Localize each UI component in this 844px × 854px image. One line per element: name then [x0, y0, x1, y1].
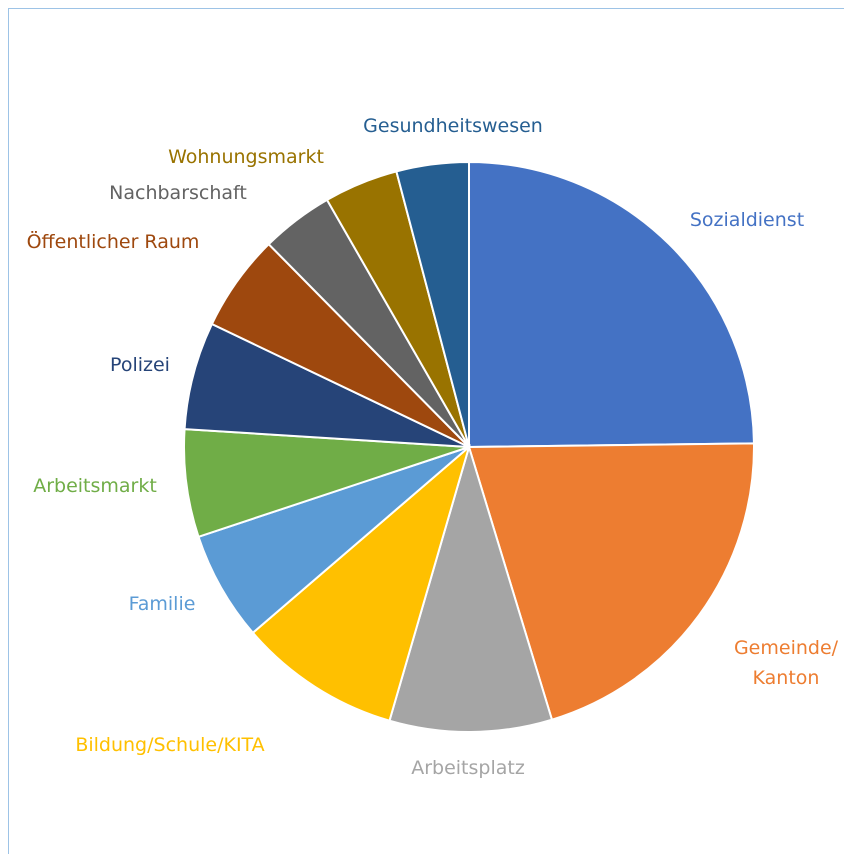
pie-slice: [468, 160, 755, 449]
pie-slice: [251, 444, 471, 722]
slice-label: Öffentlicher Raum: [26, 231, 200, 253]
frame: [8, 8, 844, 854]
pie-slice: [395, 160, 470, 448]
slice-label: Bildung/Schule/KITA: [75, 734, 265, 756]
slice-label: Arbeitsplatz: [411, 757, 525, 779]
slice-label: Gesundheitswesen: [363, 115, 543, 137]
slice-label: Wohnungsmarkt: [168, 146, 324, 168]
pie-slice: [467, 442, 755, 721]
slice-label: Arbeitsmarkt: [33, 475, 157, 497]
slice-label: Nachbarschaft: [109, 182, 247, 204]
slice-label: Gemeinde/ Kanton: [733, 637, 839, 689]
slice-label: Familie: [128, 593, 196, 615]
slice-label: Polizei: [110, 354, 170, 376]
pie-slice: [388, 443, 554, 733]
slice-label: Sozialdienst: [689, 209, 805, 231]
